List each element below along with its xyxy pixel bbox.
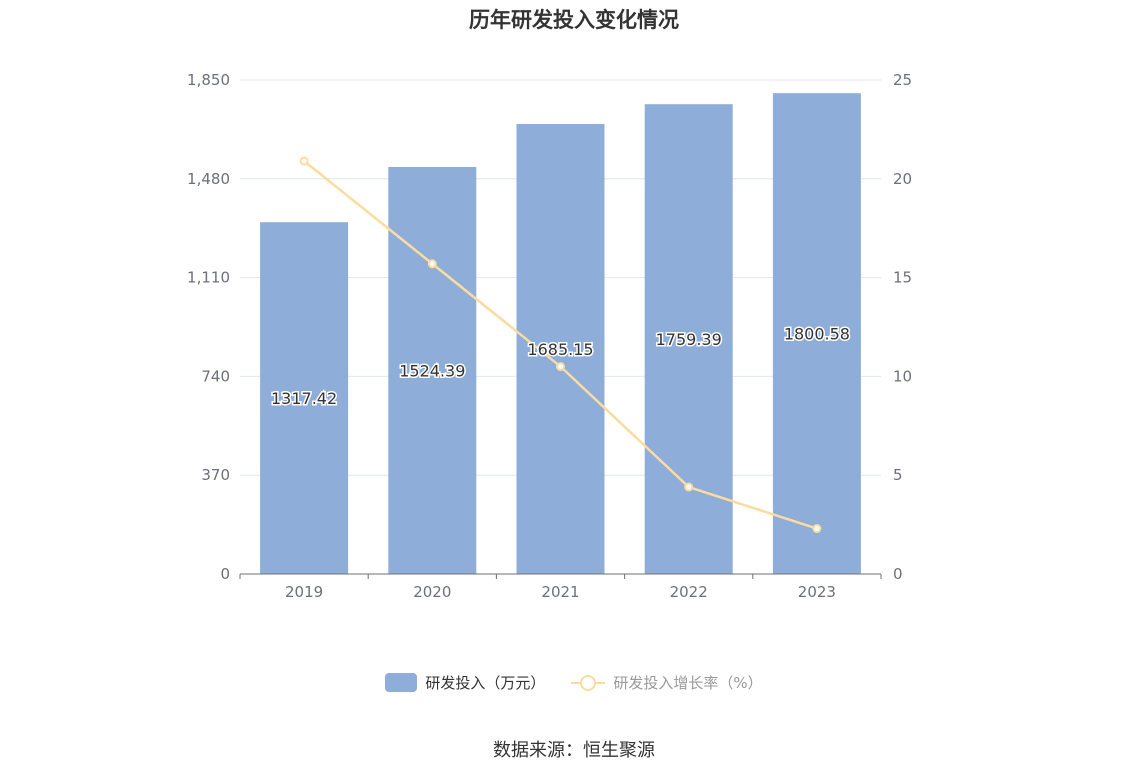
- y-right-tick-label: 0: [893, 565, 903, 583]
- bar-value-label: 1759.39: [656, 330, 722, 349]
- y-left-tick-label: 1,480: [187, 170, 230, 188]
- y-left-tick-label: 1,850: [187, 71, 230, 89]
- legend-label-growth-rate: 研发投入增长率（%）: [613, 674, 763, 692]
- bar: [388, 166, 477, 575]
- bar: [772, 93, 861, 574]
- bar-value-label: 1685.15: [527, 340, 593, 359]
- y-left-tick-label: 0: [220, 565, 230, 583]
- line-point: [427, 259, 437, 269]
- y-left-tick-label: 740: [201, 367, 230, 385]
- bar-value-label: 1524.39: [399, 361, 465, 380]
- legend-line-swatch: [571, 673, 606, 692]
- x-tick-label: 2023: [798, 583, 836, 601]
- y-left-tick-label: 370: [201, 466, 230, 484]
- y-left-tick-label: 1,110: [187, 269, 230, 287]
- chart-title: 历年研发投入变化情况: [469, 8, 679, 32]
- x-tick-label: 2022: [670, 583, 708, 601]
- legend-label-rd-investment: 研发投入（万元）: [425, 674, 546, 692]
- y-right-tick-label: 15: [893, 269, 912, 287]
- x-tick-label: 2021: [541, 583, 579, 601]
- y-right-tick-label: 25: [893, 71, 912, 89]
- bar: [516, 124, 605, 574]
- legend-item-growth-rate[interactable]: 研发投入增长率（%）: [571, 672, 763, 693]
- bar-value-label: 1800.58: [784, 325, 850, 344]
- x-tick-label: 2019: [285, 583, 323, 601]
- bar-series: [260, 93, 861, 575]
- data-labels: 1317.42 1524.39 1685.15 1759.39 1800.58: [270, 323, 852, 410]
- legend: 研发投入（万元） 研发投入增长率（%）: [0, 672, 1148, 693]
- data-source: 数据来源：恒生聚源: [493, 740, 655, 761]
- y-right-tick-label: 10: [893, 367, 912, 385]
- line-series: [299, 156, 822, 534]
- legend-item-rd-investment[interactable]: 研发投入（万元）: [385, 672, 545, 693]
- x-tick-label: 2020: [413, 583, 451, 601]
- line-point: [299, 156, 309, 166]
- y-right-tick-label: 20: [893, 170, 912, 188]
- bar-value-label: 1317.42: [271, 389, 337, 408]
- line-point: [556, 362, 565, 372]
- line-point: [812, 524, 822, 534]
- axes: 0 370 740 1,110 1,480 1,850 0 5 10 15 20 25 2019 2020…: [187, 71, 912, 601]
- legend-bar-swatch: [385, 673, 418, 692]
- line-point: [684, 482, 694, 492]
- bar: [260, 222, 349, 574]
- y-right-tick-label: 5: [893, 466, 903, 484]
